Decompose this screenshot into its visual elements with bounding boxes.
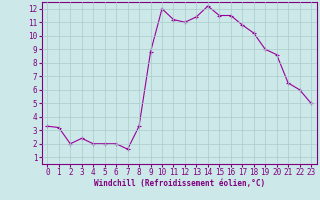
X-axis label: Windchill (Refroidissement éolien,°C): Windchill (Refroidissement éolien,°C) <box>94 179 265 188</box>
